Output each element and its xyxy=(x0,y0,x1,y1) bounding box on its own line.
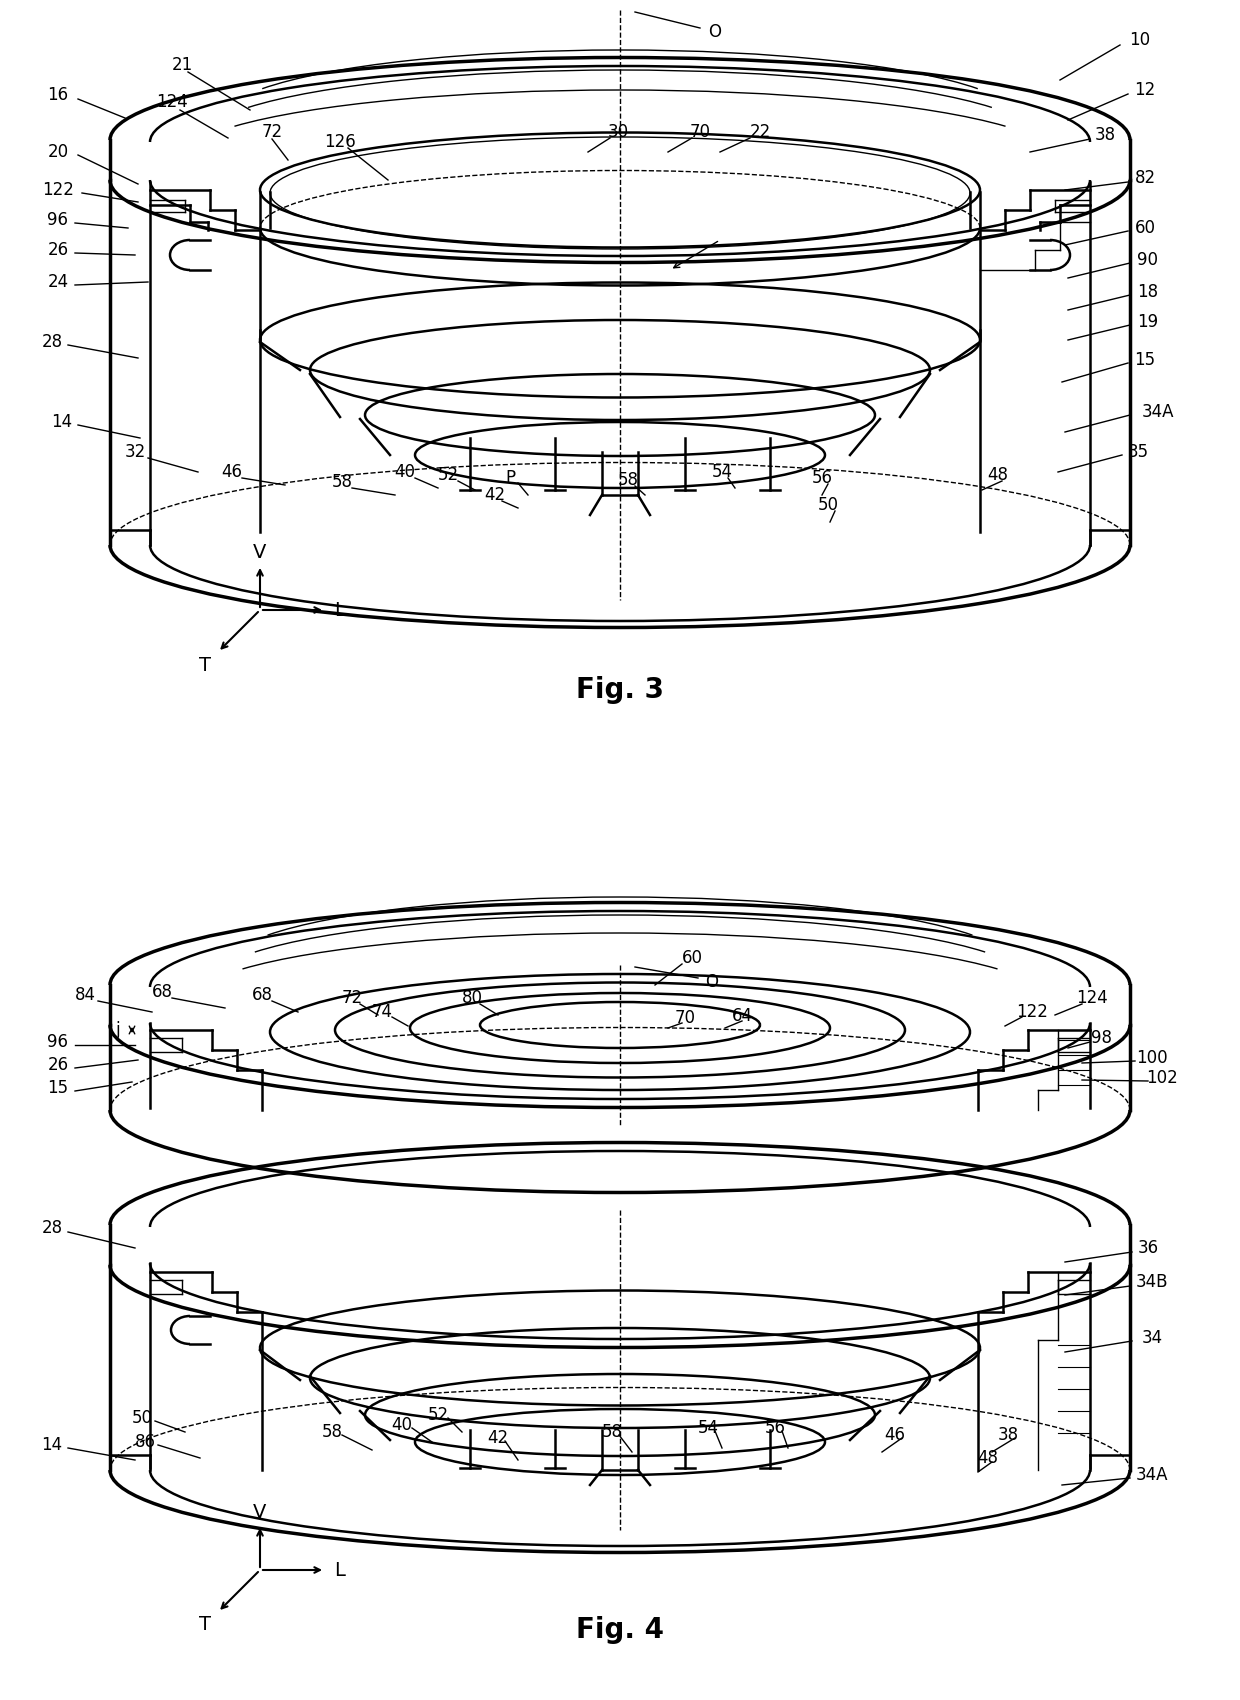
Text: 72: 72 xyxy=(341,989,362,1006)
Text: 84: 84 xyxy=(74,986,95,1005)
Text: 52: 52 xyxy=(428,1406,449,1425)
Text: 48: 48 xyxy=(977,1448,998,1467)
Text: 22: 22 xyxy=(749,122,770,141)
Text: 42: 42 xyxy=(485,486,506,503)
Text: L: L xyxy=(335,1561,346,1579)
Text: 124: 124 xyxy=(1076,989,1107,1006)
Text: 50: 50 xyxy=(817,496,838,513)
Text: 35: 35 xyxy=(1127,444,1148,461)
Text: 34A: 34A xyxy=(1136,1465,1168,1484)
Text: 68: 68 xyxy=(252,986,273,1005)
Text: 34A: 34A xyxy=(1142,403,1174,422)
Text: 38: 38 xyxy=(997,1426,1018,1443)
Text: T: T xyxy=(198,656,211,675)
Text: 20: 20 xyxy=(47,143,68,162)
Text: 60: 60 xyxy=(1135,219,1156,236)
Text: 38: 38 xyxy=(1095,126,1116,144)
Text: 58: 58 xyxy=(618,471,639,490)
Text: 15: 15 xyxy=(1135,350,1156,369)
Text: 98: 98 xyxy=(1091,1028,1112,1047)
Text: 90: 90 xyxy=(1137,252,1158,269)
Text: O: O xyxy=(708,24,722,41)
Text: 126: 126 xyxy=(324,133,356,151)
Text: 74: 74 xyxy=(372,1003,393,1022)
Text: 10: 10 xyxy=(1130,31,1151,49)
Text: 14: 14 xyxy=(41,1436,62,1454)
Text: 21: 21 xyxy=(171,56,192,75)
Text: 16: 16 xyxy=(47,87,68,104)
Text: Fig. 4: Fig. 4 xyxy=(577,1617,663,1644)
Text: 15: 15 xyxy=(47,1080,68,1096)
Text: 96: 96 xyxy=(47,1034,68,1051)
Text: 26: 26 xyxy=(47,241,68,258)
Text: 18: 18 xyxy=(1137,282,1158,301)
Text: 54: 54 xyxy=(697,1420,718,1436)
Text: 68: 68 xyxy=(151,983,172,1001)
Text: 40: 40 xyxy=(394,462,415,481)
Text: 80: 80 xyxy=(461,989,482,1006)
Text: O: O xyxy=(706,972,718,991)
Text: 12: 12 xyxy=(1135,82,1156,99)
Text: 58: 58 xyxy=(321,1423,342,1442)
Text: 48: 48 xyxy=(987,466,1008,484)
Text: 26: 26 xyxy=(47,1056,68,1074)
Text: 28: 28 xyxy=(41,1219,62,1238)
Text: 122: 122 xyxy=(1016,1003,1048,1022)
Text: 58: 58 xyxy=(331,473,352,491)
Text: P: P xyxy=(505,469,515,486)
Text: 70: 70 xyxy=(689,122,711,141)
Text: L: L xyxy=(335,600,346,619)
Text: 32: 32 xyxy=(124,444,145,461)
Text: T: T xyxy=(198,1615,211,1634)
Text: V: V xyxy=(253,1503,267,1522)
Text: 56: 56 xyxy=(811,469,832,486)
Text: 70: 70 xyxy=(675,1010,696,1027)
Text: 96: 96 xyxy=(47,211,68,230)
Text: 124: 124 xyxy=(156,94,188,110)
Text: 36: 36 xyxy=(1137,1239,1158,1256)
Text: 102: 102 xyxy=(1146,1069,1178,1086)
Text: 50: 50 xyxy=(131,1409,153,1426)
Text: 34B: 34B xyxy=(1136,1273,1168,1290)
Text: 82: 82 xyxy=(1135,168,1156,187)
Text: 52: 52 xyxy=(438,466,459,484)
Text: 46: 46 xyxy=(222,462,243,481)
Text: 28: 28 xyxy=(41,333,62,350)
Text: 58: 58 xyxy=(601,1423,622,1442)
Text: 34: 34 xyxy=(1142,1329,1163,1346)
Text: 30: 30 xyxy=(608,122,629,141)
Text: 19: 19 xyxy=(1137,313,1158,332)
Text: 24: 24 xyxy=(47,274,68,291)
Text: j: j xyxy=(115,1022,120,1039)
Text: 40: 40 xyxy=(392,1416,413,1435)
Text: V: V xyxy=(253,542,267,561)
Text: 54: 54 xyxy=(712,462,733,481)
Text: 14: 14 xyxy=(51,413,73,432)
Text: 42: 42 xyxy=(487,1430,508,1447)
Text: 72: 72 xyxy=(262,122,283,141)
Text: 64: 64 xyxy=(732,1006,753,1025)
Text: Fig. 3: Fig. 3 xyxy=(577,677,663,704)
Text: 86: 86 xyxy=(134,1433,155,1452)
Text: 60: 60 xyxy=(682,949,703,967)
Text: 46: 46 xyxy=(884,1426,905,1443)
Text: 122: 122 xyxy=(42,180,74,199)
Text: 100: 100 xyxy=(1136,1049,1168,1068)
Text: 56: 56 xyxy=(765,1420,785,1436)
